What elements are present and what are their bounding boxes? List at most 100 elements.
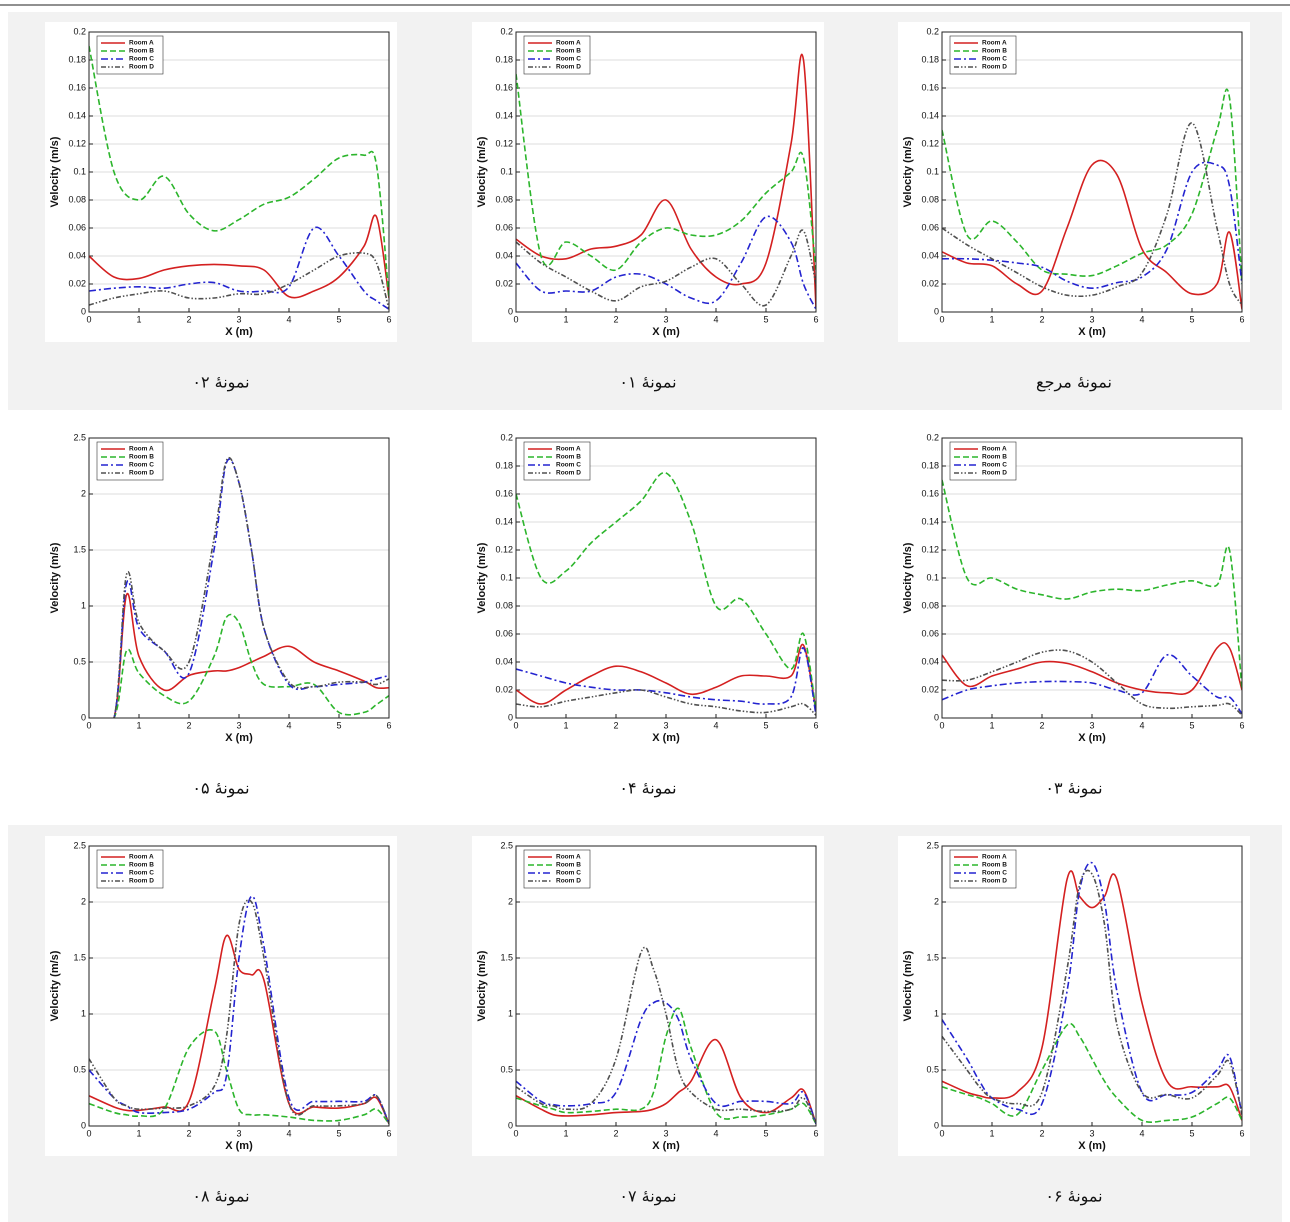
series-line <box>942 1023 1242 1123</box>
legend-label: Room B <box>982 862 1007 869</box>
series-line <box>942 479 1242 691</box>
x-axis-label: X (m) <box>1078 326 1106 338</box>
y-tick-label: 2 <box>508 896 513 906</box>
caption: نمونهٔ ۰۶ <box>1045 1187 1102 1206</box>
y-tick-label: 0.2 <box>73 26 86 36</box>
y-axis-label: Velocity (m/s) <box>902 136 914 207</box>
series-line <box>942 161 1242 290</box>
legend-label: Room D <box>129 64 154 71</box>
y-tick-label: 2 <box>81 896 86 906</box>
x-tick-label: 0 <box>86 314 91 324</box>
y-axis-label: Velocity (m/s) <box>49 542 61 613</box>
y-tick-label: 0.08 <box>921 194 939 204</box>
y-tick-label: 0.5 <box>73 656 86 666</box>
plot-frame <box>515 845 817 1127</box>
legend-label: Room D <box>129 470 154 477</box>
caption: نمونهٔ ۰۲ <box>192 373 249 392</box>
series-line <box>89 251 389 310</box>
legend-label: Room A <box>982 446 1007 453</box>
x-tick-label: 5 <box>763 1128 768 1138</box>
x-tick-label: 2 <box>186 1128 191 1138</box>
caption: نمونهٔ ۰۳ <box>1045 779 1102 798</box>
x-tick-label: 2 <box>1039 1128 1044 1138</box>
x-tick-label: 4 <box>286 720 291 730</box>
x-axis-label: X (m) <box>225 326 253 338</box>
x-tick-label: 6 <box>1239 720 1244 730</box>
legend-label: Room B <box>556 48 581 55</box>
series-line <box>89 895 389 1125</box>
y-axis-label: Velocity (m/s) <box>49 136 61 207</box>
y-axis-label: Velocity (m/s) <box>49 950 61 1021</box>
x-tick-label: 1 <box>136 1128 141 1138</box>
plot-frame <box>88 31 390 313</box>
x-tick-label: 5 <box>1189 1128 1194 1138</box>
x-tick-label: 1 <box>136 314 141 324</box>
y-tick-label: 0.04 <box>495 656 513 666</box>
y-tick-label: 0.1 <box>500 166 513 176</box>
y-tick-label: 0.12 <box>921 544 939 554</box>
y-tick-label: 2.5 <box>500 840 513 850</box>
y-tick-label: 0.06 <box>921 628 939 638</box>
legend-label: Room A <box>129 446 154 453</box>
plot-frame <box>941 845 1243 1127</box>
series-line <box>516 689 816 716</box>
y-tick-label: 2.5 <box>73 840 86 850</box>
legend-label: Room A <box>982 40 1007 47</box>
y-tick-label: 0 <box>934 306 939 316</box>
y-tick-label: 0.1 <box>926 166 939 176</box>
y-tick-label: 0.16 <box>495 488 513 498</box>
legend-label: Room C <box>556 870 581 877</box>
y-tick-label: 0.16 <box>68 82 86 92</box>
y-tick-label: 0.08 <box>495 600 513 610</box>
y-tick-label: 1.5 <box>500 952 513 962</box>
panel <box>472 428 824 748</box>
plot-frame <box>88 845 390 1127</box>
legend-label: Room B <box>129 862 154 869</box>
y-tick-label: 0.02 <box>495 278 513 288</box>
y-tick-label: 1.5 <box>73 544 86 554</box>
x-tick-label: 1 <box>563 720 568 730</box>
y-tick-label: 0 <box>934 1120 939 1130</box>
y-tick-label: 0.2 <box>926 26 939 36</box>
y-tick-label: 0.06 <box>68 222 86 232</box>
y-tick-label: 0.14 <box>495 110 513 120</box>
x-tick-label: 3 <box>236 1128 241 1138</box>
plot-frame <box>941 31 1243 313</box>
x-tick-label: 3 <box>1089 720 1094 730</box>
x-tick-label: 3 <box>663 720 668 730</box>
y-tick-label: 0.06 <box>495 628 513 638</box>
x-tick-label: 3 <box>663 314 668 324</box>
legend-label: Room C <box>129 870 154 877</box>
y-tick-label: 0.18 <box>921 54 939 64</box>
plot-frame <box>515 31 817 313</box>
y-tick-label: 0.12 <box>495 138 513 148</box>
legend-label: Room D <box>982 878 1007 885</box>
series-line <box>516 53 816 308</box>
x-tick-label: 2 <box>1039 720 1044 730</box>
legend-label: Room C <box>982 462 1007 469</box>
x-tick-label: 1 <box>989 314 994 324</box>
y-tick-label: 0.18 <box>68 54 86 64</box>
y-tick-label: 0.12 <box>68 138 86 148</box>
series-line <box>516 1038 816 1125</box>
legend-label: Room D <box>982 470 1007 477</box>
series-line <box>89 934 389 1125</box>
legend-label: Room C <box>982 56 1007 63</box>
legend-label: Room A <box>556 854 581 861</box>
series-line <box>89 1029 389 1125</box>
y-tick-label: 0.06 <box>921 222 939 232</box>
legend-label: Room A <box>982 854 1007 861</box>
panel <box>45 22 397 342</box>
x-tick-label: 4 <box>713 720 718 730</box>
x-tick-label: 3 <box>1089 1128 1094 1138</box>
x-tick-label: 4 <box>713 314 718 324</box>
plot-frame <box>941 437 1243 719</box>
y-tick-label: 0 <box>508 712 513 722</box>
y-tick-label: 0.08 <box>68 194 86 204</box>
y-tick-label: 0.08 <box>921 600 939 610</box>
x-tick-label: 4 <box>1139 720 1144 730</box>
legend-label: Room A <box>129 40 154 47</box>
y-tick-label: 0.16 <box>495 82 513 92</box>
x-tick-label: 5 <box>336 314 341 324</box>
